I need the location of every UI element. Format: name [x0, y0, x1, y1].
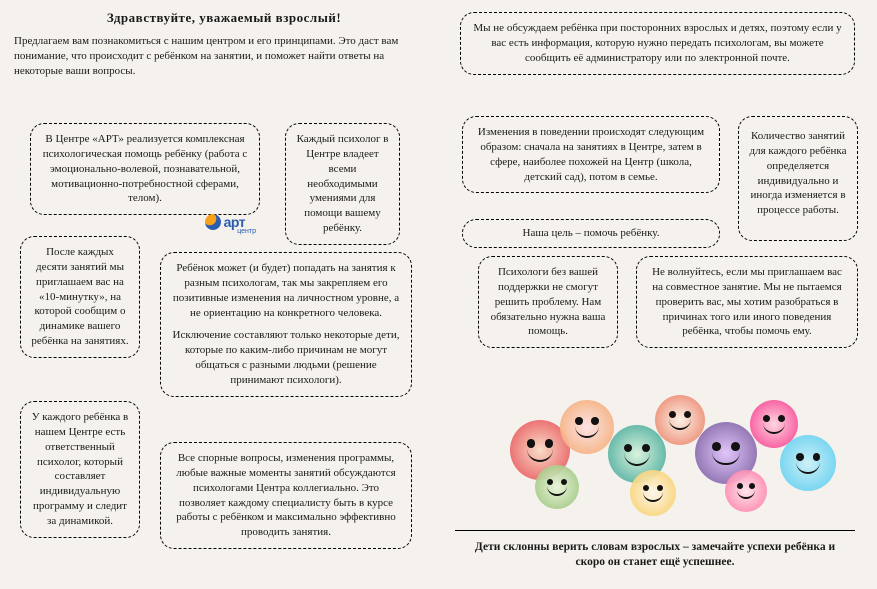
- box-joint-session: Не волнуйтесь, если мы приглашаем вас на…: [636, 256, 858, 348]
- box-ten-minute: После каждых десяти занятий мы приглашае…: [20, 236, 140, 358]
- intro-text: Предлагаем вам познакомиться с нашим цен…: [14, 34, 434, 79]
- divider: [455, 530, 855, 531]
- box-privacy: Мы не обсуждаем ребёнка при посторонних …: [460, 12, 855, 75]
- box-collegial: Все спорные вопросы, изменения программы…: [160, 442, 412, 549]
- box-our-goal: Наша цель – помочь ребёнку.: [462, 219, 720, 248]
- box-your-support: Психологи без вашей поддержки не смогут …: [478, 256, 618, 348]
- logo-icon: [205, 214, 221, 230]
- page-title: Здравствуйте, уважаемый взрослый!: [14, 10, 434, 26]
- box-responsible-psychologist: У каждого ребёнка в нашем Центре есть от…: [20, 401, 140, 538]
- left-column: Здравствуйте, уважаемый взрослый! Предла…: [14, 10, 434, 91]
- box-behavior-changes: Изменения в поведении происходят следующ…: [462, 116, 720, 193]
- box4-p1: Ребёнок может (и будет) попадать на заня…: [171, 261, 401, 320]
- box-complex-help: В Центре «АРТ» реализуется комплексная п…: [30, 123, 260, 215]
- box4-p2: Исключение составляют только некоторые д…: [171, 328, 401, 387]
- box-psychologist-skills: Каждый психолог в Центре владеет всеми н…: [285, 123, 400, 245]
- box-different-psychologists: Ребёнок может (и будет) попадать на заня…: [160, 252, 412, 397]
- children-illustration: [500, 370, 830, 520]
- bottom-message: Дети склонны верить словам взрослых – за…: [460, 540, 850, 570]
- box-session-count: Количество занятий для каждого ребёнка о…: [738, 116, 858, 241]
- logo: арт центр: [190, 214, 260, 248]
